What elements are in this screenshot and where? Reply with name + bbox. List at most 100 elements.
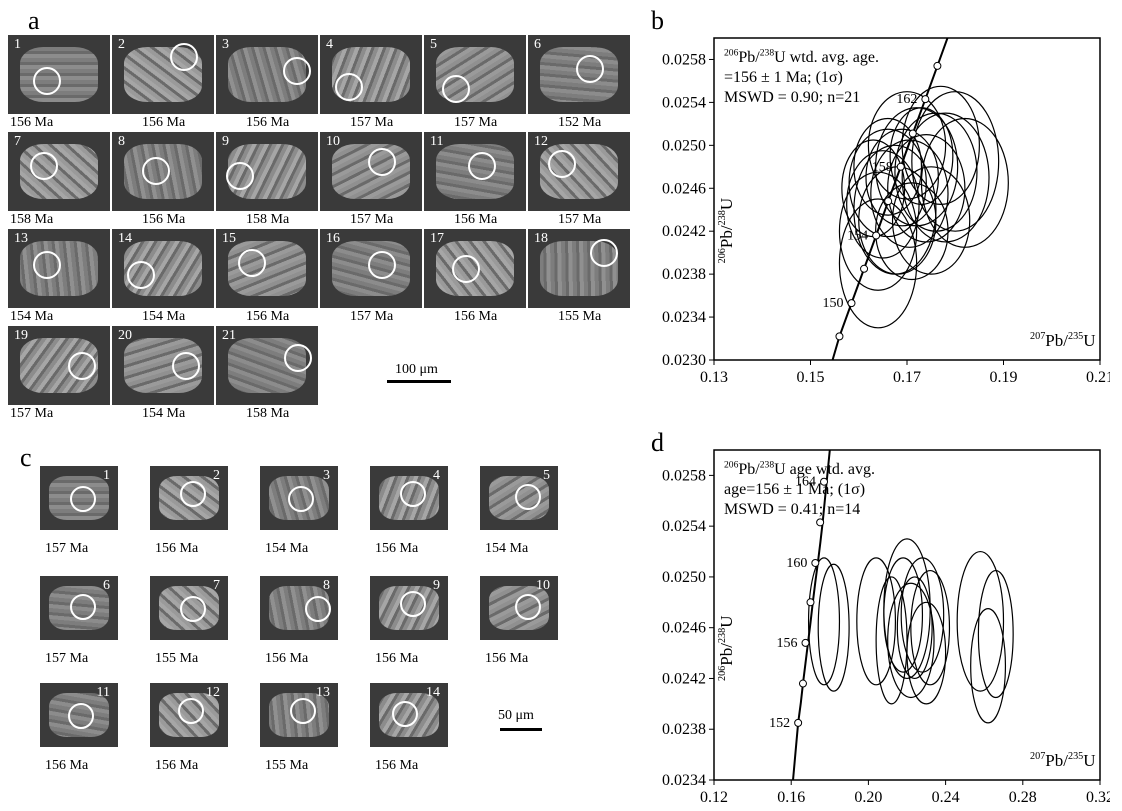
analysis-spot — [368, 251, 396, 279]
grain-age-label: 157 Ma — [558, 212, 602, 227]
grain-number: 20 — [118, 328, 132, 343]
concordia-age-marker — [806, 598, 815, 607]
y-tick-label: 0.0258 — [662, 51, 706, 68]
analysis-spot — [68, 703, 94, 729]
concordia-age-label: 152 — [769, 716, 790, 731]
zircon-cl-image: 21 — [216, 326, 318, 405]
analysis-spot — [515, 484, 541, 510]
error-ellipse — [856, 557, 897, 686]
grain-number: 1 — [14, 37, 21, 52]
analysis-spot — [70, 486, 96, 512]
grain-number: 14 — [426, 685, 440, 700]
zircon-cl-image: 13 — [260, 683, 338, 747]
concordia-age-marker — [908, 129, 917, 138]
concordia-age-marker — [798, 679, 807, 688]
analysis-spot — [288, 486, 314, 512]
error-ellipse — [910, 569, 951, 686]
grain-age-label: 154 Ma — [485, 541, 529, 556]
concordia-curve — [792, 450, 831, 780]
concordia-age-label: 160 — [786, 556, 807, 571]
grain-number: 7 — [14, 134, 21, 149]
analysis-spot — [368, 148, 396, 176]
grain-number: 10 — [326, 134, 340, 149]
error-ellipse — [970, 608, 1007, 724]
y-tick-label: 0.0238 — [662, 721, 706, 738]
analysis-spot — [283, 57, 311, 85]
grain-age-label: 156 Ma — [142, 212, 186, 227]
error-ellipse — [900, 557, 945, 673]
concordia-age-marker — [794, 718, 803, 727]
error-ellipse — [838, 198, 918, 329]
plot-frame — [713, 449, 1101, 781]
concordia-age-label: 162 — [896, 92, 917, 107]
grain-age-label: 154 Ma — [142, 309, 186, 324]
grain-number: 13 — [316, 685, 330, 700]
concordia-age-label: 164 — [795, 475, 816, 490]
zircon-cl-image: 19 — [8, 326, 110, 405]
wtd-avg-annotation: 206Pb/238U wtd. avg. age. — [724, 48, 879, 66]
wtd-avg-annotation: age=156 ± 1 Ma; (1σ) — [724, 481, 865, 498]
grain-number: 12 — [206, 685, 220, 700]
analysis-spot — [284, 344, 312, 372]
y-tick-label: 0.0242 — [662, 670, 706, 687]
analysis-spot — [172, 352, 200, 380]
grain-number: 12 — [534, 134, 548, 149]
zircon-cl-image: 14 — [370, 683, 448, 747]
concordia-age-marker — [847, 299, 856, 308]
panel-a-scale-label: 100 μm — [395, 362, 438, 377]
x-tick-label: 0.21 — [1086, 369, 1110, 386]
error-ellipse — [911, 91, 1000, 232]
zircon-cl-image: 15 — [216, 229, 318, 308]
concordia-age-marker — [835, 332, 844, 341]
zircon-cl-image: 5 — [424, 35, 526, 114]
zircon-cl-image: 8 — [260, 576, 338, 640]
grain-number: 10 — [536, 578, 550, 593]
concordia-age-marker — [933, 61, 942, 70]
grain-age-label: 156 Ma — [155, 758, 199, 773]
grain-age-label: 157 Ma — [45, 541, 89, 556]
grain-number: 8 — [323, 578, 330, 593]
grain-age-label: 156 Ma — [155, 541, 199, 556]
zircon-cl-image: 16 — [320, 229, 422, 308]
grain-number: 15 — [222, 231, 236, 246]
grain-age-label: 156 Ma — [246, 115, 290, 130]
analysis-spot — [400, 481, 426, 507]
y-axis-label: 206Pb/238U — [717, 198, 736, 264]
grain-number: 19 — [14, 328, 28, 343]
y-tick-label: 0.0254 — [662, 518, 706, 535]
grain-number: 6 — [534, 37, 541, 52]
error-ellipse — [906, 601, 947, 705]
x-tick-label: 0.15 — [797, 369, 825, 386]
error-ellipse — [887, 582, 935, 699]
error-ellipse — [858, 166, 937, 275]
grain-age-label: 156 Ma — [454, 212, 498, 227]
y-tick-label: 0.0238 — [662, 266, 706, 283]
grain-age-label: 156 Ma — [10, 115, 54, 130]
analysis-spot — [70, 594, 96, 620]
y-tick-label: 0.0250 — [662, 569, 706, 586]
wtd-avg-annotation: 206Pb/238U age wtd. avg. — [724, 460, 875, 478]
grain-age-label: 157 Ma — [350, 212, 394, 227]
zircon-cl-image: 6 — [528, 35, 630, 114]
analysis-spot — [30, 152, 58, 180]
grain-age-label: 155 Ma — [155, 651, 199, 666]
zircon-cl-image: 14 — [112, 229, 214, 308]
grain-number: 9 — [433, 578, 440, 593]
grain-age-label: 157 Ma — [454, 115, 498, 130]
grain-age-label: 154 Ma — [10, 309, 54, 324]
error-ellipse — [956, 550, 1005, 692]
x-tick-label: 0.19 — [990, 369, 1018, 386]
analysis-spot — [142, 157, 170, 185]
zircon-cl-image: 4 — [320, 35, 422, 114]
concordia-age-label: 156 — [776, 636, 797, 651]
analysis-spot — [335, 73, 363, 101]
grain-age-label: 154 Ma — [142, 406, 186, 421]
concordia-age-marker — [896, 162, 905, 171]
error-ellipse — [838, 171, 918, 291]
grain-number: 21 — [222, 328, 236, 343]
y-tick-label: 0.0246 — [662, 180, 706, 197]
zircon-cl-image: 7 — [8, 132, 110, 211]
panel-c-scale-label: 50 μm — [498, 708, 534, 723]
error-ellipse — [848, 128, 927, 238]
analysis-spot — [170, 43, 198, 71]
